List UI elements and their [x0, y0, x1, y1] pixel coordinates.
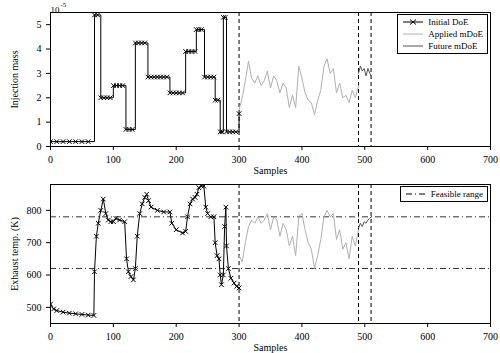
- svg-text:4: 4: [37, 43, 42, 54]
- html-text:Future mDoE: Future mDoE: [428, 41, 478, 51]
- svg-text:300: 300: [232, 331, 247, 342]
- svg-text:0: 0: [48, 331, 53, 342]
- html-text:Applied mDoE: Applied mDoE: [428, 29, 483, 39]
- svg-text:5: 5: [37, 19, 42, 30]
- svg-text:600: 600: [420, 154, 435, 165]
- svg-text:400: 400: [294, 331, 309, 342]
- svg-text:100: 100: [106, 154, 121, 165]
- svg-text:500: 500: [27, 302, 42, 313]
- svg-text:200: 200: [169, 154, 184, 165]
- svg-text:300: 300: [232, 154, 247, 165]
- svg-text:400: 400: [294, 154, 309, 165]
- svg-text:Injection mass: Injection mass: [9, 50, 20, 108]
- svg-text:0: 0: [48, 154, 53, 165]
- svg-text:Exhaust temp. (K): Exhaust temp. (K): [9, 217, 21, 291]
- svg-text:500: 500: [357, 331, 372, 342]
- svg-text:600: 600: [27, 269, 42, 280]
- html-text:Initial DoE: Initial DoE: [428, 17, 469, 27]
- svg-text:700: 700: [483, 154, 498, 165]
- svg-text:100: 100: [106, 331, 121, 342]
- svg-text:700: 700: [27, 237, 42, 248]
- svg-text:10: 10: [51, 5, 61, 15]
- html-text:Feasible range: Feasible range: [430, 189, 483, 199]
- svg-text:600: 600: [420, 331, 435, 342]
- svg-text:800: 800: [27, 205, 42, 216]
- svg-text:500: 500: [357, 154, 372, 165]
- svg-text:1: 1: [37, 116, 42, 127]
- svg-text:Samples: Samples: [254, 165, 288, 176]
- svg-text:2: 2: [37, 92, 42, 103]
- svg-text:Samples: Samples: [254, 342, 288, 353]
- svg-text:0: 0: [37, 141, 42, 152]
- svg-text:-5: -5: [61, 1, 67, 9]
- svg-text:3: 3: [37, 68, 42, 79]
- svg-text:700: 700: [483, 331, 498, 342]
- svg-text:200: 200: [169, 331, 184, 342]
